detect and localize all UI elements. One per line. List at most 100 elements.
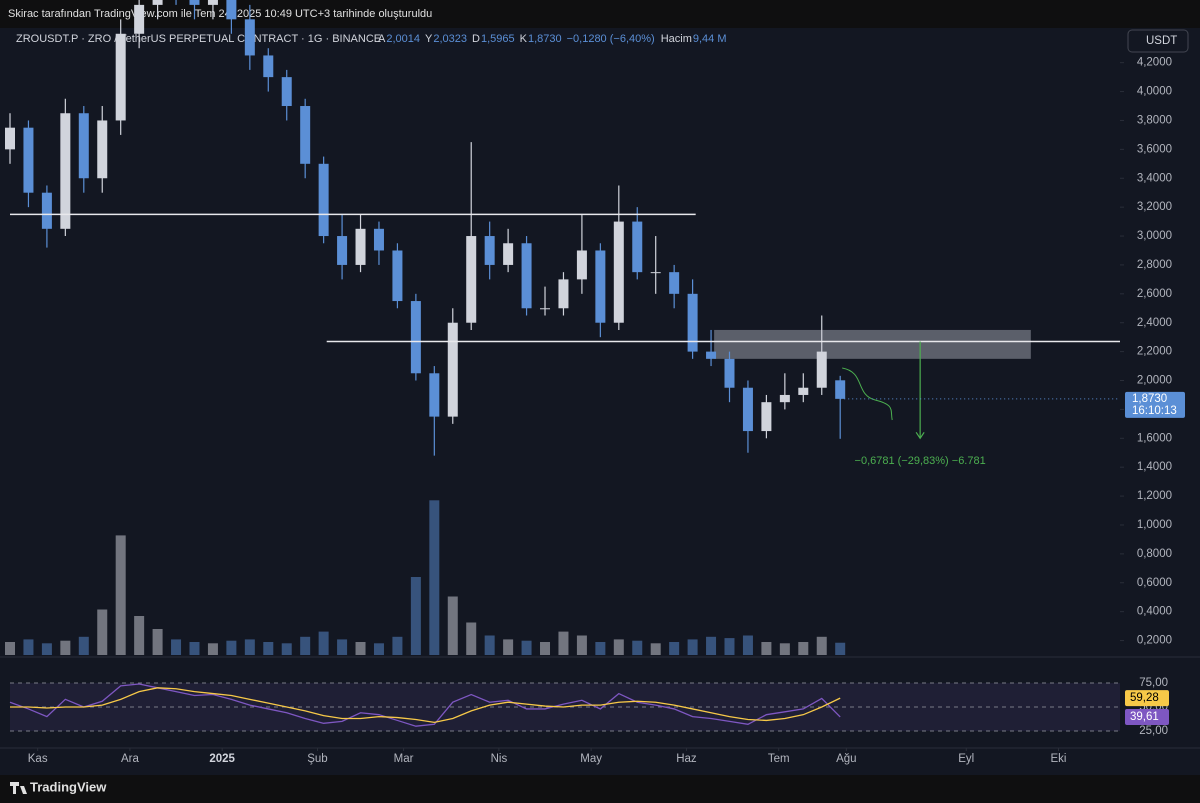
volume-bar xyxy=(263,642,274,655)
brand-logo xyxy=(10,782,27,794)
y-tick-label: 3,8000 xyxy=(1137,114,1172,126)
volume-bar xyxy=(207,643,218,655)
volume-bar xyxy=(503,639,514,655)
volume-bar xyxy=(189,642,200,655)
volume-bar xyxy=(521,640,532,655)
volume-bar xyxy=(429,500,440,655)
y-tick-label: 2,8000 xyxy=(1137,259,1172,271)
candle-body xyxy=(189,0,200,5)
candle-body xyxy=(687,293,698,352)
volume-value: 9,44 M xyxy=(693,33,727,45)
candle-body xyxy=(779,394,790,403)
y-tick-label: 1,2000 xyxy=(1137,490,1172,502)
volume-bar xyxy=(392,636,403,655)
rsi-ma-line xyxy=(10,687,841,724)
legend-label: A xyxy=(378,33,386,45)
y-tick-label: 2,0000 xyxy=(1137,375,1172,387)
candle-body xyxy=(521,243,532,309)
x-tick-label: Mar xyxy=(394,753,414,765)
y-tick-label: 1,4000 xyxy=(1137,461,1172,473)
x-tick-label: May xyxy=(580,753,602,765)
y-tick-label: 0,6000 xyxy=(1137,577,1172,589)
candle-body xyxy=(78,113,89,179)
volume-bar xyxy=(466,622,477,655)
volume-bar xyxy=(816,636,827,655)
y-tick-label: 4,0000 xyxy=(1137,86,1172,98)
currency-box[interactable] xyxy=(1127,29,1189,53)
projection-head xyxy=(915,431,925,440)
y-tick-label: 3,0000 xyxy=(1137,230,1172,242)
y-tick-label: 1,0000 xyxy=(1137,519,1172,531)
x-tick-label: Eyl xyxy=(958,753,974,765)
legend-change: −0,1280 (−6,40%) xyxy=(567,33,655,45)
candle-body xyxy=(226,0,237,20)
rsi-tag xyxy=(1125,690,1169,707)
volume-bar xyxy=(5,642,15,655)
candle-body xyxy=(503,243,514,265)
candle-body xyxy=(742,387,753,432)
volume-bar xyxy=(226,640,237,655)
candle-body xyxy=(207,0,218,5)
volume-bar xyxy=(613,639,624,655)
brand: TradingView xyxy=(30,779,107,794)
candle-body xyxy=(281,77,292,107)
legend-value: 2,0014 xyxy=(386,33,420,45)
candle-body xyxy=(798,387,809,395)
y-tick-label: 3,4000 xyxy=(1137,172,1172,184)
candle-body xyxy=(23,127,34,193)
rsi-line xyxy=(9,683,841,727)
candle-body xyxy=(300,106,311,164)
volume-bar xyxy=(60,640,71,655)
candle-body xyxy=(761,402,772,432)
volume-bar xyxy=(373,643,384,655)
candle-body xyxy=(558,279,569,309)
y-tick-label: 1,6000 xyxy=(1137,432,1172,444)
volume-bar xyxy=(78,636,89,655)
y-tick-label: 2,2000 xyxy=(1137,346,1172,358)
volume-bar xyxy=(742,635,753,655)
candle-body xyxy=(816,351,827,388)
candle-body xyxy=(632,221,643,273)
volume-bar xyxy=(706,636,717,655)
volume-bar xyxy=(300,636,311,655)
path-sketch xyxy=(842,367,893,421)
candle-body xyxy=(134,4,145,34)
y-tick-label: 0,8000 xyxy=(1137,548,1172,560)
rsi-tag xyxy=(1125,708,1169,725)
x-tick-label: Haz xyxy=(676,753,697,765)
candle-body xyxy=(244,19,255,56)
candle-body xyxy=(706,351,717,359)
volume-bar xyxy=(687,639,698,655)
legend-label: Y xyxy=(425,33,433,45)
candle-body xyxy=(97,120,108,179)
volume-bar xyxy=(835,642,846,655)
candle-body xyxy=(724,358,735,388)
volume-bar xyxy=(484,635,495,655)
symbol: ZROUSDT.P · ZRO / TetherUS PERPETUAL CON… xyxy=(16,33,381,45)
x-tick-label: Ağu xyxy=(836,753,856,765)
x-tick-label: 2025 xyxy=(209,753,235,765)
candle-body xyxy=(41,192,52,229)
candle-body xyxy=(576,250,587,280)
x-tick-label: Ara xyxy=(121,753,140,765)
candle-body xyxy=(5,127,15,150)
rsi-tick-label: 25,00 xyxy=(1139,725,1168,737)
candle-body xyxy=(337,236,348,265)
volume-bar xyxy=(171,639,182,655)
volume-bar xyxy=(281,643,292,655)
legend-value: 1,5965 xyxy=(481,33,515,45)
candle-body xyxy=(373,228,384,251)
volume-bar xyxy=(724,638,735,655)
x-tick-label: Tem xyxy=(768,753,790,765)
rsi-tag-label: 59,28 xyxy=(1130,692,1159,704)
caption: Skirac tarafından TradingView.com ile Te… xyxy=(8,8,432,20)
volume-bar xyxy=(410,577,421,655)
rsi-tag-label: 39,61 xyxy=(1130,711,1159,723)
volume-bar xyxy=(669,642,680,655)
volume-bar xyxy=(115,535,126,655)
chart-area xyxy=(0,28,1200,775)
rsi-tick-label: 75,00 xyxy=(1139,677,1168,689)
volume-bar xyxy=(595,642,606,655)
y-tick-label: 3,6000 xyxy=(1137,143,1172,155)
